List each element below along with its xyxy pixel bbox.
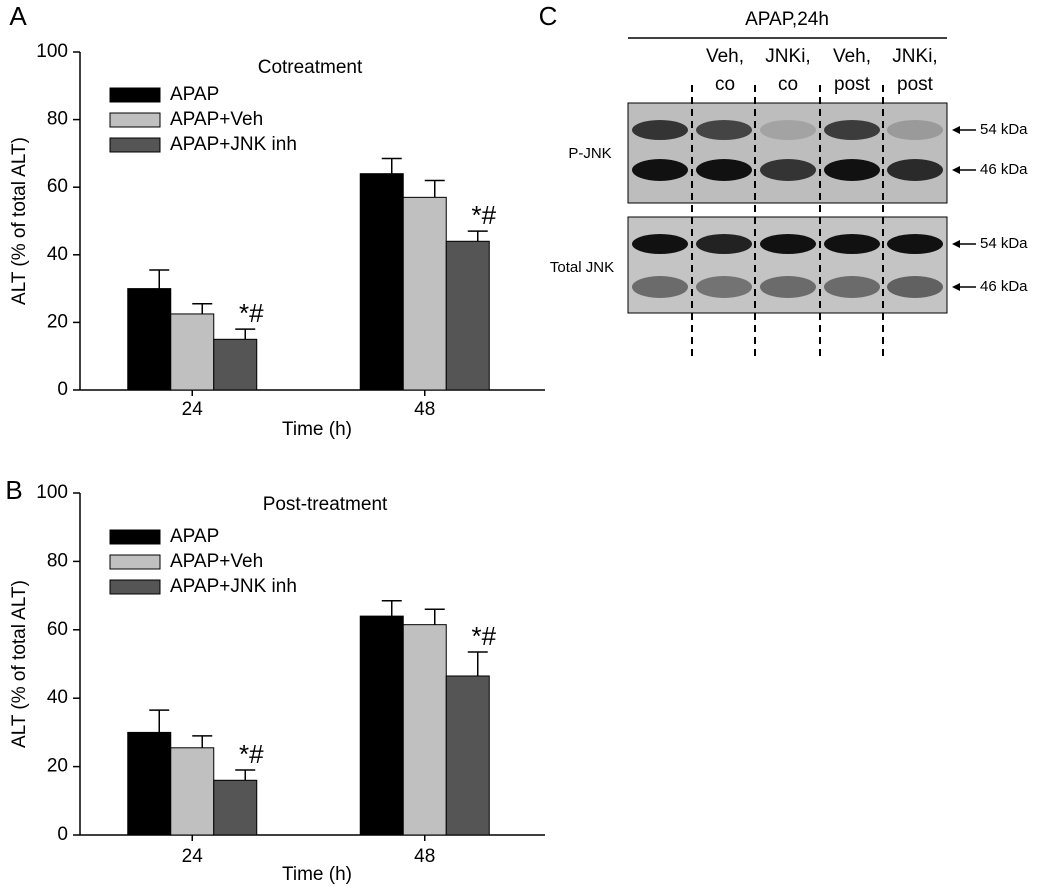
bar — [213, 338, 258, 391]
lane-label: post — [897, 74, 934, 95]
lane-label: JNKi, — [892, 46, 937, 67]
legend-label: APAP — [170, 526, 219, 547]
y-tick-label: 0 — [57, 379, 68, 400]
bar — [402, 196, 447, 391]
panel-letter: B — [5, 475, 22, 505]
blot-band — [887, 159, 943, 181]
x-tick-label: 48 — [414, 399, 435, 420]
blot-band — [824, 234, 880, 254]
arrow-head — [952, 126, 960, 134]
bar — [359, 173, 404, 391]
row-label: P-JNK — [568, 145, 611, 162]
row-label: Total JNK — [550, 259, 614, 276]
legend-swatch — [109, 112, 161, 128]
legend-label: APAP — [170, 84, 219, 105]
y-tick-label: 40 — [47, 687, 68, 708]
blot-band — [887, 120, 943, 140]
bar — [170, 747, 215, 836]
legend-label: APAP+Veh — [170, 109, 263, 130]
chart-title: Post-treatment — [263, 494, 388, 515]
band-label: 46 kDa — [980, 278, 1028, 295]
lane-label: co — [715, 74, 735, 95]
annotation: *# — [239, 739, 264, 769]
chart-title: Cotreatment — [258, 57, 363, 78]
blot-band — [760, 159, 816, 181]
x-tick-label: 48 — [414, 846, 435, 867]
legend-label: APAP+JNK inh — [170, 134, 297, 155]
band-label: 54 kDa — [980, 235, 1028, 252]
x-axis-label: Time (h) — [282, 864, 352, 885]
legend-label: APAP+JNK inh — [170, 576, 297, 597]
bar — [359, 615, 404, 836]
blot-image — [627, 102, 948, 204]
blot-band — [696, 234, 752, 254]
y-tick-label: 60 — [47, 176, 68, 197]
annotation: *# — [471, 200, 496, 230]
legend-label: APAP+Veh — [170, 551, 263, 572]
legend-swatch — [109, 529, 161, 545]
x-axis-label: Time (h) — [282, 419, 352, 440]
lane-label: post — [834, 74, 871, 95]
lane-label: co — [778, 74, 798, 95]
y-axis-label: ALT (% of total ALT) — [9, 137, 30, 305]
y-tick-label: 20 — [47, 756, 68, 777]
blot-image — [627, 216, 948, 314]
blot-header: APAP,24h — [745, 9, 829, 30]
bar — [445, 240, 490, 391]
panel-letter: A — [9, 1, 27, 31]
y-tick-label: 80 — [47, 550, 68, 571]
band-label: 54 kDa — [980, 121, 1028, 138]
blot-band — [887, 276, 943, 298]
legend-swatch — [109, 87, 161, 103]
bar — [445, 675, 490, 836]
blot-band — [632, 276, 688, 298]
y-tick-label: 40 — [47, 244, 68, 265]
blot-band — [632, 234, 688, 254]
y-axis-label: ALT (% of total ALT) — [9, 580, 30, 748]
bar — [213, 779, 258, 836]
panel-letter: C — [539, 1, 558, 31]
blot-band — [632, 159, 688, 181]
blot-band — [696, 159, 752, 181]
bar — [127, 731, 172, 836]
lane-label: JNKi, — [765, 46, 810, 67]
lane-label: Veh, — [706, 46, 744, 67]
legend-swatch — [109, 554, 161, 570]
blot-band — [824, 276, 880, 298]
blot-band — [887, 234, 943, 254]
arrow-head — [952, 283, 960, 291]
annotation: *# — [471, 621, 496, 651]
blot-band — [760, 120, 816, 140]
arrow-head — [952, 240, 960, 248]
blot-band — [632, 120, 688, 140]
y-tick-label: 100 — [36, 482, 68, 503]
y-tick-label: 0 — [57, 824, 68, 845]
y-tick-label: 20 — [47, 311, 68, 332]
blot-band — [824, 159, 880, 181]
blot-band — [760, 234, 816, 254]
bar — [127, 288, 172, 391]
annotation: *# — [239, 298, 264, 328]
y-tick-label: 100 — [36, 41, 68, 62]
blot-band — [824, 120, 880, 140]
arrow-head — [952, 166, 960, 174]
bar — [170, 313, 215, 391]
x-tick-label: 24 — [182, 846, 204, 867]
lane-label: Veh, — [833, 46, 871, 67]
y-tick-label: 60 — [47, 619, 68, 640]
band-label: 46 kDa — [980, 161, 1028, 178]
legend-swatch — [109, 579, 161, 595]
legend-swatch — [109, 137, 161, 153]
x-tick-label: 24 — [182, 399, 204, 420]
blot-band — [696, 276, 752, 298]
blot-band — [696, 120, 752, 140]
blot-band — [760, 276, 816, 298]
bar — [402, 624, 447, 836]
y-tick-label: 80 — [47, 109, 68, 130]
